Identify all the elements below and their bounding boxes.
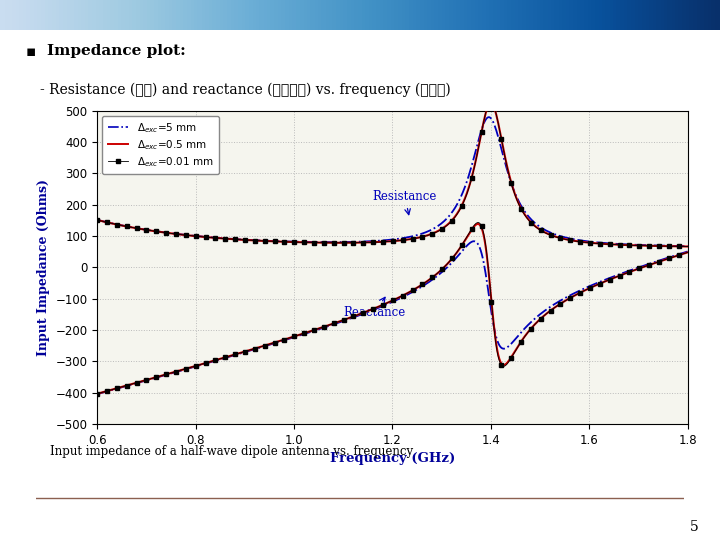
Text: ▪: ▪ [25,44,35,59]
Text: Resistance: Resistance [373,190,437,215]
X-axis label: Frequency (GHz): Frequency (GHz) [330,452,455,465]
Text: - Resistance (저항) and reactance (리액턴스) vs. frequency (주파수): - Resistance (저항) and reactance (리액턴스) v… [40,83,450,97]
Legend: $\Delta_{exc}$=5 mm, $\Delta_{exc}$=0.5 mm, $\Delta_{exc}$=0.01 mm: $\Delta_{exc}$=5 mm, $\Delta_{exc}$=0.5 … [102,116,219,174]
Text: Impedance plot:: Impedance plot: [47,44,186,58]
Text: Input impedance of a half-wave dipole antenna vs. frequency: Input impedance of a half-wave dipole an… [50,446,413,458]
Y-axis label: Input Impedance (Ohms): Input Impedance (Ohms) [37,179,50,356]
Text: Reactance: Reactance [343,298,405,319]
Text: 5: 5 [690,520,698,534]
